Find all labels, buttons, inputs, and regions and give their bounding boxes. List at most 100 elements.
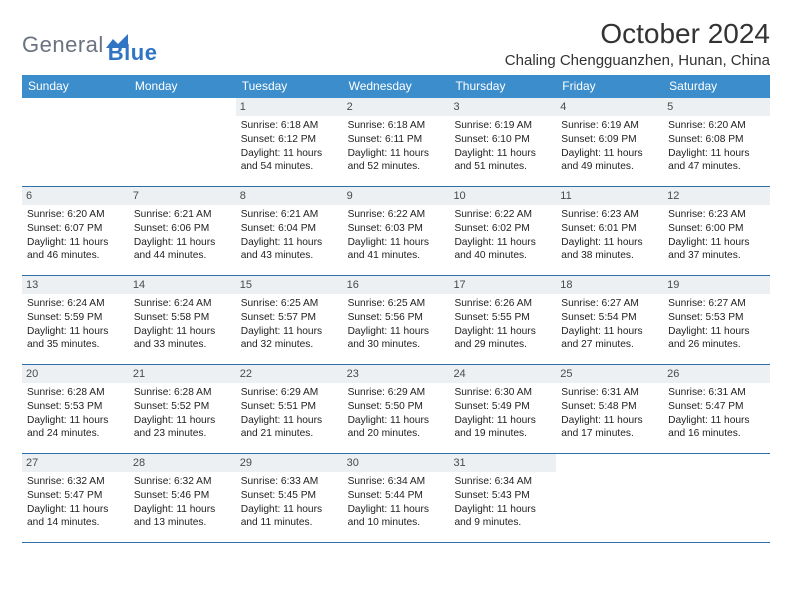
calendar-cell xyxy=(129,98,236,186)
calendar-cell: 5Sunrise: 6:20 AMSunset: 6:08 PMDaylight… xyxy=(663,98,770,186)
sunrise-text: Sunrise: 6:26 AM xyxy=(454,297,552,310)
day-number: 9 xyxy=(343,187,450,205)
sunset-text: Sunset: 5:51 PM xyxy=(241,400,339,413)
daylight-text: Daylight: 11 hours and 41 minutes. xyxy=(348,236,446,262)
sunset-text: Sunset: 5:46 PM xyxy=(134,489,232,502)
daylight-text: Daylight: 11 hours and 27 minutes. xyxy=(561,325,659,351)
day-number: 2 xyxy=(343,98,450,116)
calendar: SundayMondayTuesdayWednesdayThursdayFrid… xyxy=(22,75,770,543)
day-header-row: SundayMondayTuesdayWednesdayThursdayFrid… xyxy=(22,75,770,98)
calendar-week: 13Sunrise: 6:24 AMSunset: 5:59 PMDayligh… xyxy=(22,276,770,365)
sunrise-text: Sunrise: 6:19 AM xyxy=(561,119,659,132)
sunset-text: Sunset: 5:47 PM xyxy=(668,400,766,413)
sunrise-text: Sunrise: 6:23 AM xyxy=(561,208,659,221)
sunrise-text: Sunrise: 6:24 AM xyxy=(134,297,232,310)
sunset-text: Sunset: 5:43 PM xyxy=(454,489,552,502)
daylight-text: Daylight: 11 hours and 17 minutes. xyxy=(561,414,659,440)
sunrise-text: Sunrise: 6:31 AM xyxy=(668,386,766,399)
day-number: 12 xyxy=(663,187,770,205)
day-number: 10 xyxy=(449,187,556,205)
sunrise-text: Sunrise: 6:33 AM xyxy=(241,475,339,488)
calendar-cell: 25Sunrise: 6:31 AMSunset: 5:48 PMDayligh… xyxy=(556,365,663,453)
sunrise-text: Sunrise: 6:20 AM xyxy=(27,208,125,221)
calendar-cell: 4 Sunrise: 6:19 AMSunset: 6:09 PMDaylight… xyxy=(556,98,663,186)
daylight-text: Daylight: 11 hours and 46 minutes. xyxy=(27,236,125,262)
day-number: 15 xyxy=(236,276,343,294)
calendar-cell: 9Sunrise: 6:22 AMSunset: 6:03 PMDaylight… xyxy=(343,187,450,275)
day-header: Saturday xyxy=(663,75,770,98)
calendar-cell: 16Sunrise: 6:25 AMSunset: 5:56 PMDayligh… xyxy=(343,276,450,364)
daylight-text: Daylight: 11 hours and 49 minutes. xyxy=(561,147,659,173)
daylight-text: Daylight: 11 hours and 14 minutes. xyxy=(27,503,125,529)
calendar-cell: 7Sunrise: 6:21 AMSunset: 6:06 PMDaylight… xyxy=(129,187,236,275)
page-title: October 2024 xyxy=(505,18,770,50)
sunrise-text: Sunrise: 6:18 AM xyxy=(241,119,339,132)
calendar-cell: 1Sunrise: 6:18 AMSunset: 6:12 PMDaylight… xyxy=(236,98,343,186)
daylight-text: Daylight: 11 hours and 26 minutes. xyxy=(668,325,766,351)
sunset-text: Sunset: 5:56 PM xyxy=(348,311,446,324)
calendar-cell: 6Sunrise: 6:20 AMSunset: 6:07 PMDaylight… xyxy=(22,187,129,275)
sunset-text: Sunset: 5:52 PM xyxy=(134,400,232,413)
sunset-text: Sunset: 5:53 PM xyxy=(27,400,125,413)
day-number: 6 xyxy=(22,187,129,205)
calendar-cell: 8Sunrise: 6:21 AMSunset: 6:04 PMDaylight… xyxy=(236,187,343,275)
calendar-cell: 28 Sunrise: 6:32 AMSunset: 5:46 PMDayligh… xyxy=(129,454,236,542)
calendar-cell: 3Sunrise: 6:19 AMSunset: 6:10 PMDaylight… xyxy=(449,98,556,186)
day-number: 1 xyxy=(236,98,343,116)
daylight-text: Daylight: 11 hours and 51 minutes. xyxy=(454,147,552,173)
sunset-text: Sunset: 6:09 PM xyxy=(561,133,659,146)
sunset-text: Sunset: 6:11 PM xyxy=(348,133,446,146)
daylight-text: Daylight: 11 hours and 24 minutes. xyxy=(27,414,125,440)
daylight-text: Daylight: 11 hours and 44 minutes. xyxy=(134,236,232,262)
sunrise-text: Sunrise: 6:29 AM xyxy=(348,386,446,399)
sunrise-text: Sunrise: 6:27 AM xyxy=(668,297,766,310)
sunset-text: Sunset: 6:06 PM xyxy=(134,222,232,235)
day-number: 21 xyxy=(129,365,236,383)
calendar-cell: 17Sunrise: 6:26 AMSunset: 5:55 PMDayligh… xyxy=(449,276,556,364)
daylight-text: Daylight: 11 hours and 20 minutes. xyxy=(348,414,446,440)
sunset-text: Sunset: 6:04 PM xyxy=(241,222,339,235)
calendar-week: 20Sunrise: 6:28 AMSunset: 5:53 PMDayligh… xyxy=(22,365,770,454)
day-number: 14 xyxy=(129,276,236,294)
daylight-text: Daylight: 11 hours and 35 minutes. xyxy=(27,325,125,351)
daylight-text: Daylight: 11 hours and 13 minutes. xyxy=(134,503,232,529)
calendar-cell: 13Sunrise: 6:24 AMSunset: 5:59 PMDayligh… xyxy=(22,276,129,364)
day-number: 20 xyxy=(22,365,129,383)
day-number: 4 xyxy=(556,98,663,116)
calendar-cell: 29Sunrise: 6:33 AMSunset: 5:45 PMDayligh… xyxy=(236,454,343,542)
calendar-cell: 26Sunrise: 6:31 AMSunset: 5:47 PMDayligh… xyxy=(663,365,770,453)
sunrise-text: Sunrise: 6:22 AM xyxy=(454,208,552,221)
sunset-text: Sunset: 5:57 PM xyxy=(241,311,339,324)
day-number: 16 xyxy=(343,276,450,294)
sunrise-text: Sunrise: 6:20 AM xyxy=(668,119,766,132)
sunset-text: Sunset: 5:49 PM xyxy=(454,400,552,413)
sunset-text: Sunset: 6:01 PM xyxy=(561,222,659,235)
sunrise-text: Sunrise: 6:23 AM xyxy=(668,208,766,221)
sunrise-text: Sunrise: 6:18 AM xyxy=(348,119,446,132)
sunrise-text: Sunrise: 6:21 AM xyxy=(134,208,232,221)
day-header: Friday xyxy=(556,75,663,98)
sunset-text: Sunset: 5:58 PM xyxy=(134,311,232,324)
day-number: 8 xyxy=(236,187,343,205)
calendar-cell: 14Sunrise: 6:24 AMSunset: 5:58 PMDayligh… xyxy=(129,276,236,364)
calendar-week: 27Sunrise: 6:32 AMSunset: 5:47 PMDayligh… xyxy=(22,454,770,543)
day-header: Monday xyxy=(129,75,236,98)
sunrise-text: Sunrise: 6:30 AM xyxy=(454,386,552,399)
sunset-text: Sunset: 5:55 PM xyxy=(454,311,552,324)
sunrise-text: Sunrise: 6:28 AM xyxy=(134,386,232,399)
day-number: 28 xyxy=(129,454,236,472)
day-number: 25 xyxy=(556,365,663,383)
sunrise-text: Sunrise: 6:32 AM xyxy=(134,475,232,488)
header-bar: General Blue October 2024 Chaling Chengg… xyxy=(22,18,770,69)
brand-arrow-icon xyxy=(106,34,128,48)
day-number: 31 xyxy=(449,454,556,472)
day-number: 13 xyxy=(22,276,129,294)
calendar-week: 6Sunrise: 6:20 AMSunset: 6:07 PMDaylight… xyxy=(22,187,770,276)
sunrise-text: Sunrise: 6:25 AM xyxy=(241,297,339,310)
calendar-cell: 31Sunrise: 6:34 AMSunset: 5:43 PMDayligh… xyxy=(449,454,556,542)
daylight-text: Daylight: 11 hours and 21 minutes. xyxy=(241,414,339,440)
daylight-text: Daylight: 11 hours and 9 minutes. xyxy=(454,503,552,529)
daylight-text: Daylight: 11 hours and 11 minutes. xyxy=(241,503,339,529)
brand-text-part1: General xyxy=(22,32,104,58)
sunset-text: Sunset: 6:08 PM xyxy=(668,133,766,146)
